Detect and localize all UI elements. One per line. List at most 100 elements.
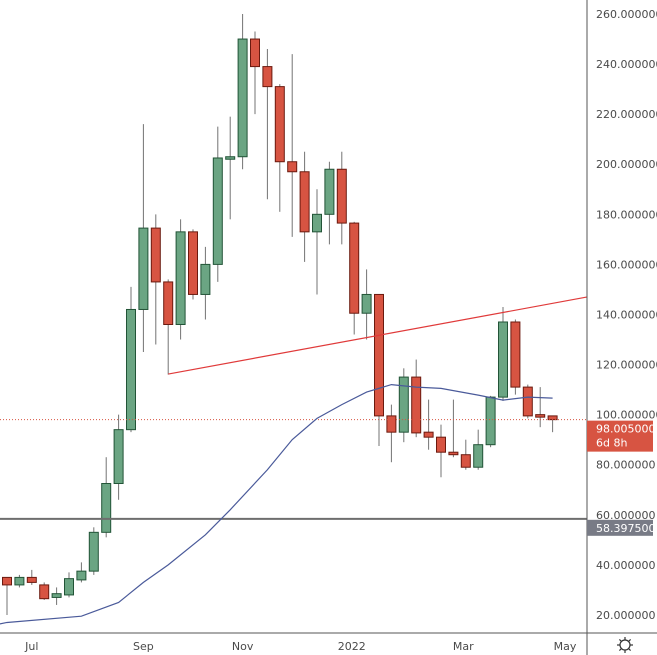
candle-body — [212, 157, 223, 265]
candle[interactable] — [436, 424, 446, 478]
price-tick-label: 40.000000 — [596, 559, 656, 572]
candle[interactable] — [448, 399, 459, 458]
candle[interactable] — [498, 306, 508, 401]
bar-countdown: 6d 8h — [596, 437, 627, 450]
candle-body — [436, 436, 446, 453]
candle-body — [398, 376, 409, 433]
candle[interactable] — [126, 286, 136, 433]
candle[interactable] — [188, 229, 198, 300]
candle[interactable] — [510, 319, 521, 395]
candle-body — [126, 308, 136, 431]
candle[interactable] — [411, 359, 422, 438]
candle-body — [200, 263, 211, 295]
candle[interactable] — [14, 574, 25, 588]
candles — [2, 14, 558, 615]
candle-body — [39, 584, 50, 600]
candle-body — [175, 231, 186, 325]
candle[interactable] — [522, 384, 533, 419]
candle-body — [547, 415, 558, 421]
trendline[interactable] — [168, 296, 588, 375]
candle[interactable] — [349, 221, 360, 335]
candle[interactable] — [113, 414, 124, 500]
candle[interactable] — [287, 54, 298, 237]
candle[interactable] — [324, 161, 335, 245]
last-price-badge — [587, 420, 653, 452]
price-tick-label: 80.000000 — [596, 459, 656, 472]
candle[interactable] — [76, 562, 87, 583]
candle-body — [14, 576, 25, 586]
candle[interactable] — [39, 582, 50, 600]
price-tick-label: 100.000000 — [596, 409, 657, 422]
time-tick-label: Sep — [133, 640, 154, 653]
candle[interactable] — [336, 151, 347, 245]
candle[interactable] — [398, 368, 409, 443]
candle-body — [299, 171, 310, 233]
price-tick-label: 220.000000 — [596, 108, 657, 121]
candle[interactable] — [299, 151, 310, 262]
candle[interactable] — [312, 189, 322, 295]
candle-body — [312, 213, 322, 233]
candle[interactable] — [386, 404, 397, 463]
candle[interactable] — [274, 84, 285, 212]
candle-body — [274, 86, 285, 163]
price-tick-label: 180.000000 — [596, 208, 657, 221]
candle-body — [324, 168, 335, 215]
candle-body — [349, 222, 360, 314]
time-tick-label: Mar — [453, 640, 474, 653]
candle[interactable] — [88, 527, 99, 575]
candle-body — [64, 578, 74, 596]
candle[interactable] — [163, 279, 174, 375]
price-tick-label: 240.000000 — [596, 58, 657, 71]
candle-body — [262, 66, 273, 88]
candle[interactable] — [175, 219, 186, 340]
candle[interactable] — [361, 269, 372, 340]
candle-body — [101, 483, 112, 533]
candle-body — [76, 570, 87, 581]
time-axis[interactable]: Jul Sep Nov 2022 Mar May — [24, 640, 577, 653]
candle[interactable] — [535, 387, 546, 428]
time-tick-label: Jul — [24, 640, 38, 653]
candle-body — [374, 293, 384, 417]
candle[interactable] — [64, 572, 74, 598]
candle[interactable] — [200, 246, 211, 320]
candle[interactable] — [26, 569, 37, 585]
candle[interactable] — [473, 429, 484, 470]
horizontal-line-value: 58.397500 — [596, 522, 656, 535]
horizontal-line-badge — [587, 519, 653, 536]
candle[interactable] — [101, 457, 112, 538]
candle-body — [250, 38, 260, 68]
candle-body — [237, 38, 248, 158]
candle[interactable] — [374, 293, 384, 446]
price-tick-label: 200.000000 — [596, 158, 657, 171]
candle[interactable] — [262, 49, 273, 200]
candle[interactable] — [138, 124, 149, 353]
candle-body — [163, 281, 174, 325]
candle-body — [423, 431, 434, 438]
time-tick-label: 2022 — [338, 640, 366, 653]
candle-body — [138, 227, 149, 310]
candle-body — [411, 376, 422, 434]
candle-body — [51, 593, 62, 598]
gear-icon[interactable] — [617, 637, 633, 653]
overlays — [0, 296, 588, 625]
candle-body — [498, 321, 508, 398]
price-tick-label: 120.000000 — [596, 359, 657, 372]
candle[interactable] — [212, 126, 223, 282]
candle[interactable] — [51, 587, 62, 605]
candle[interactable] — [250, 31, 260, 115]
candle[interactable] — [2, 576, 12, 615]
candle[interactable] — [237, 14, 248, 170]
price-axis[interactable]: 260.000000 240.000000 220.000000 200.000000… — [596, 8, 657, 622]
candle[interactable] — [423, 399, 434, 450]
moving-average-line[interactable] — [0, 383, 553, 625]
candle[interactable] — [460, 439, 471, 470]
candle-body — [460, 454, 471, 468]
candle[interactable] — [547, 415, 558, 433]
time-tick-label: Nov — [232, 640, 254, 653]
candle-body — [287, 161, 298, 173]
candle[interactable] — [485, 395, 496, 448]
candle[interactable] — [225, 116, 236, 220]
candle[interactable] — [150, 214, 161, 345]
